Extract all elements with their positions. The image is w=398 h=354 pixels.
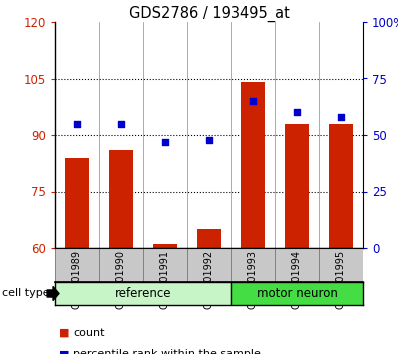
Bar: [187, 248, 231, 282]
Text: count: count: [73, 328, 104, 338]
Point: [294, 110, 300, 115]
Bar: [197, 229, 221, 248]
Bar: [99, 248, 143, 282]
Text: ■: ■: [59, 349, 70, 354]
Point: [338, 114, 344, 120]
Point: [74, 121, 80, 126]
Bar: [329, 124, 353, 248]
Bar: [109, 150, 133, 248]
Bar: [55, 282, 231, 305]
Text: cell type: cell type: [2, 289, 50, 298]
Text: motor neuron: motor neuron: [257, 287, 338, 300]
Text: GSM201989: GSM201989: [72, 250, 82, 309]
Bar: [275, 248, 319, 282]
Point: [162, 139, 168, 145]
Title: GDS2786 / 193495_at: GDS2786 / 193495_at: [129, 6, 289, 22]
Text: ■: ■: [59, 328, 70, 338]
Text: GSM201995: GSM201995: [336, 250, 346, 309]
Bar: [55, 248, 99, 282]
Point: [250, 98, 256, 104]
Bar: [153, 244, 177, 248]
Bar: [231, 248, 275, 282]
Bar: [241, 82, 265, 248]
Text: percentile rank within the sample: percentile rank within the sample: [73, 349, 261, 354]
Bar: [319, 248, 363, 282]
Bar: [285, 124, 309, 248]
Text: GSM201991: GSM201991: [160, 250, 170, 309]
Text: GSM201993: GSM201993: [248, 250, 258, 309]
Bar: [143, 248, 187, 282]
Text: GSM201992: GSM201992: [204, 250, 214, 309]
Text: GSM201994: GSM201994: [292, 250, 302, 309]
Text: GSM201990: GSM201990: [116, 250, 126, 309]
Bar: [65, 158, 89, 248]
Bar: [231, 282, 363, 305]
Text: reference: reference: [115, 287, 171, 300]
Point: [206, 137, 212, 142]
Point: [118, 121, 124, 126]
